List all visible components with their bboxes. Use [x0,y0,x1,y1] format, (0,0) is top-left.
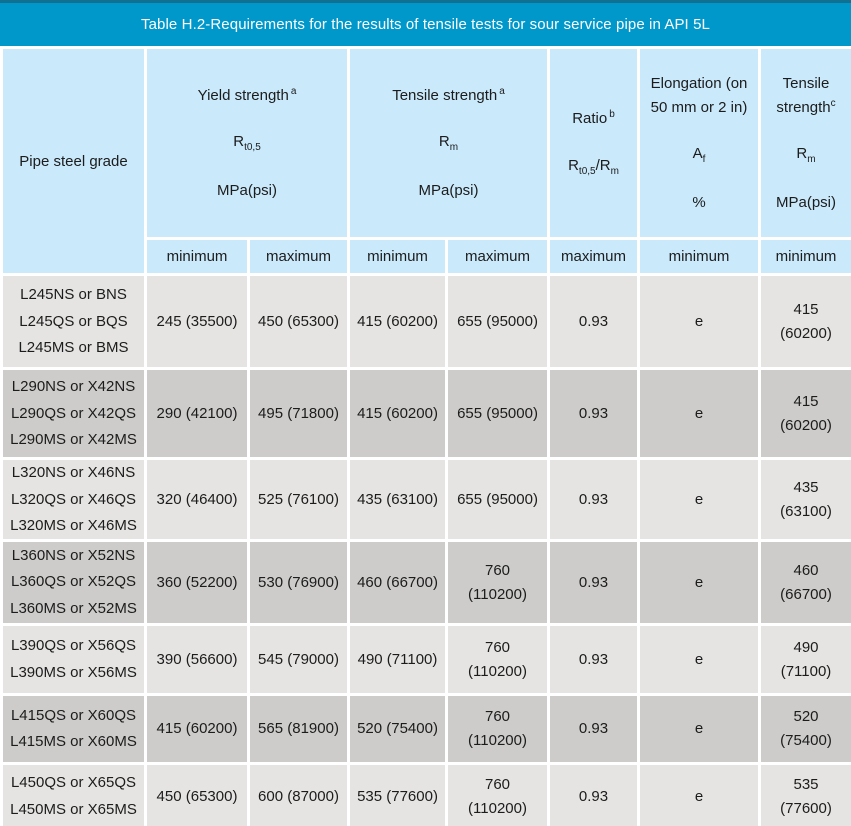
col-header-ratio: Ratio b Rt0,5/Rm [547,45,641,241]
cell-elongation-min: e [637,693,762,765]
cell-yield-max: 450 (65300) [246,273,351,371]
cell-elongation-min: e [637,762,762,826]
cell-elongation-min: e [637,457,762,542]
col-header-tensile-strength-c: Tensile strengthc Rm MPa(psi) [758,45,851,241]
cell-tensile-max: 655 (95000) [445,273,551,371]
cell-yield-min: 245 (35500) [144,273,250,371]
cell-grade: L450QS or X65QS L450MS or X65MS [0,762,147,826]
cell-yield-max: 600 (87000) [246,762,351,826]
cell-tensile-min: 520 (75400) [347,693,449,765]
cell-elongation-min: e [637,367,762,461]
cell-tensile-min: 535 (77600) [347,762,449,826]
cell-tensile-max: 760 (110200) [445,762,551,826]
cell-yield-min: 320 (46400) [144,457,250,542]
subheader-tensile-max: maximum [445,237,551,277]
yield-header-title: Yield strength a [197,85,297,104]
subheader-elongation-min: minimum [637,237,762,277]
cell-ratio-max: 0.93 [547,457,641,542]
ratio-header-formula: Rt0,5/Rm [568,156,619,177]
subheader-ratio-max: maximum [547,237,641,277]
table-row: L245NS or BNS L245QS or BQS L245MS or BM… [0,273,851,371]
cell-tensile-c-min: 535 (77600) [758,762,851,826]
table-row: L390QS or X56QS L390MS or X56MS 390 (566… [0,623,851,696]
header-row-sub: minimum maximum minimum maximum maximum … [2,237,851,277]
cell-yield-max: 545 (79000) [246,623,351,696]
elongation-header-title: Elongation (on 50 mm or 2 in) [650,75,748,116]
cell-tensile-min: 415 (60200) [347,367,449,461]
cell-yield-max: 530 (76900) [246,539,351,626]
cell-ratio-max: 0.93 [547,367,641,461]
subheader-yield-max: maximum [246,237,351,277]
cell-tensile-min: 415 (60200) [347,273,449,371]
cell-grade: L360NS or X52NS L360QS or X52QS L360MS o… [0,539,147,626]
cell-grade: L390QS or X56QS L390MS or X56MS [0,623,147,696]
cell-tensile-max: 760 (110200) [445,539,551,626]
cell-yield-min: 390 (56600) [144,623,250,696]
table-row: L360NS or X52NS L360QS or X52QS L360MS o… [0,539,851,626]
tensile-header-symbol: Rm [438,133,459,154]
cell-grade: L415QS or X60QS L415MS or X60MS [0,693,147,765]
footnote-b: b [609,109,615,121]
cell-tensile-max: 760 (110200) [445,693,551,765]
cell-tensile-max: 655 (95000) [445,367,551,461]
col-header-yield-strength: Yield strength a Rt0,5 MPa(psi) [143,45,351,241]
tensile-requirements-table: Pipe steel grade Yield strength a Rt0,5 M… [0,45,851,826]
table-row: L320NS or X46NS L320QS or X46QS L320MS o… [0,457,851,542]
subheader-tensile-min: minimum [347,237,449,277]
cell-tensile-c-min: 415 (60200) [758,367,851,461]
cell-yield-min: 290 (42100) [144,367,250,461]
tensile-c-header-symbol: Rm [796,145,816,165]
col-header-pipe-steel-grade: Pipe steel grade [0,45,147,277]
cell-grade: L245NS or BNS L245QS or BQS L245MS or BM… [0,273,147,371]
footnote-a: a [499,85,505,97]
cell-elongation-min: e [637,273,762,371]
cell-yield-min: 450 (65300) [144,762,250,826]
cell-tensile-max: 655 (95000) [445,457,551,542]
cell-elongation-min: e [637,623,762,696]
cell-yield-min: 360 (52200) [144,539,250,626]
cell-tensile-c-min: 490 (71100) [758,623,851,696]
header-row-main: Pipe steel grade Yield strength a Rt0,5 M… [0,45,851,277]
col-header-tensile-strength: Tensile strength a Rm MPa(psi) [347,45,551,241]
footnote-a: a [290,85,297,97]
yield-header-symbol: Rt0,5 [233,133,261,154]
subheader-tensile-c-min: minimum [758,237,851,277]
cell-ratio-max: 0.93 [547,693,641,765]
cell-tensile-min: 435 (63100) [347,457,449,542]
cell-grade: L290NS or X42NS L290QS or X42QS L290MS o… [0,367,147,461]
elongation-header-unit: % [692,193,706,211]
elongation-header-symbol: Af [692,145,706,165]
tensile-c-header-unit: MPa(psi) [776,193,837,211]
cell-tensile-c-min: 435 (63100) [758,457,851,542]
cell-ratio-max: 0.93 [547,762,641,826]
yield-header-unit: MPa(psi) [217,182,278,200]
cell-ratio-max: 0.93 [547,623,641,696]
cell-tensile-max: 760 (110200) [445,623,551,696]
cell-tensile-min: 490 (71100) [347,623,449,696]
table-row: L290NS or X42NS L290QS or X42QS L290MS o… [0,367,851,461]
cell-yield-max: 495 (71800) [246,367,351,461]
table-row: L415QS or X60QS L415MS or X60MS 415 (602… [0,693,851,765]
cell-tensile-c-min: 460 (66700) [758,539,851,626]
tensile-c-header-title: Tensile strengthc [776,75,836,116]
cell-yield-min: 415 (60200) [144,693,250,765]
cell-yield-max: 525 (76100) [246,457,351,542]
footnote-c: c [830,97,836,109]
cell-yield-max: 565 (81900) [246,693,351,765]
cell-tensile-min: 460 (66700) [347,539,449,626]
table-row: L450QS or X65QS L450MS or X65MS 450 (653… [0,762,851,826]
subheader-yield-min: minimum [144,237,250,277]
cell-tensile-c-min: 415 (60200) [758,273,851,371]
ratio-header-title: Ratio b [572,109,615,128]
cell-tensile-c-min: 520 (75400) [758,693,851,765]
cell-ratio-max: 0.93 [547,539,641,626]
cell-grade: L320NS or X46NS L320QS or X46QS L320MS o… [0,457,147,542]
cell-ratio-max: 0.93 [547,273,641,371]
tensile-header-title: Tensile strength a [392,85,505,104]
tensile-header-unit: MPa(psi) [418,182,479,200]
cell-elongation-min: e [637,539,762,626]
table-title: Table H.2-Requirements for the results o… [0,0,851,46]
col-header-elongation: Elongation (on 50 mm or 2 in) Af % [637,45,762,241]
